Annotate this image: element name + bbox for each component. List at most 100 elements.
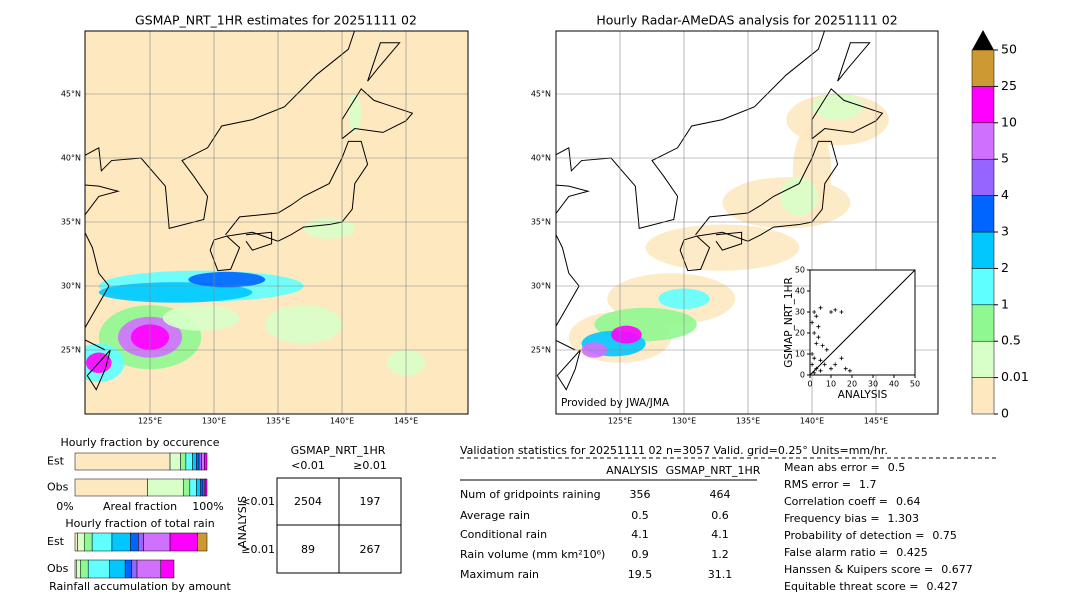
y-tick-label: 30	[795, 308, 805, 317]
coastline	[837, 42, 871, 82]
colorbar-box	[971, 195, 995, 233]
ct-cell: 267	[360, 543, 381, 556]
stat-value: 1.303	[888, 512, 920, 525]
val-row-name: Maximum rain	[460, 568, 539, 581]
rain-area	[812, 94, 864, 120]
ct-row: <0.01	[241, 495, 275, 508]
x-tick-label: 30	[868, 380, 878, 389]
colorbar-label: 25	[1001, 78, 1017, 93]
fraction-segment	[138, 532, 144, 552]
right-map-title: Hourly Radar-AMeDAS analysis for 2025111…	[596, 13, 897, 28]
colorbar-box	[971, 86, 995, 124]
y-tick-label: 10	[795, 350, 805, 359]
rain-area	[265, 305, 342, 344]
lat-label: 35°N	[61, 218, 81, 227]
point	[818, 368, 823, 373]
rain-area	[780, 177, 819, 216]
row-label: Est	[47, 455, 65, 468]
point	[816, 324, 821, 329]
y-tick-label: 50	[795, 266, 805, 275]
point	[839, 310, 844, 314]
val-cell: 1.2	[711, 548, 729, 561]
row-label: Est	[47, 535, 65, 548]
point	[814, 341, 819, 346]
fraction-segment	[160, 559, 175, 579]
fraction-segment	[87, 559, 110, 579]
x-tick-label: 50	[910, 380, 920, 389]
coastline	[341, 88, 414, 140]
stat-value: 0.75	[932, 529, 957, 542]
lat-label: 40°N	[61, 154, 81, 163]
colorbar-label: 50	[1001, 42, 1017, 57]
point	[814, 314, 819, 319]
lon-label: 135°E	[266, 417, 290, 426]
point	[810, 352, 815, 356]
colorbar-box	[971, 268, 995, 306]
stat: Equitable threat score = 0.427	[784, 580, 958, 593]
lat-label: 35°N	[531, 218, 551, 227]
colorbar-label: 4	[1001, 187, 1009, 202]
fraction-segment	[80, 559, 89, 579]
point	[824, 347, 829, 352]
total-title: Hourly fraction of total rain	[65, 517, 214, 530]
colorbar-extend	[972, 30, 994, 50]
colorbar-box	[971, 377, 995, 415]
fraction-segment	[196, 452, 200, 471]
ct-cell: 2504	[294, 495, 322, 508]
colorbar-box	[971, 49, 995, 87]
x-tick-label: 10	[826, 380, 836, 389]
stat-label: Frequency bias =	[784, 512, 880, 525]
lon-label: 140°E	[330, 417, 354, 426]
point	[814, 366, 819, 371]
coastline	[86, 349, 111, 391]
colorbar-label: 0	[1001, 406, 1009, 421]
lon-label: 130°E	[202, 417, 226, 426]
ct-row: ≥0.01	[241, 543, 275, 556]
point	[833, 307, 838, 312]
credit: Provided by JWA/JMA	[561, 397, 670, 409]
fraction-segment	[76, 559, 81, 579]
lat-label: 25°N	[61, 346, 81, 355]
rain-area	[162, 305, 240, 331]
stat: Hanssen & Kuipers score = 0.677	[784, 563, 973, 576]
fraction-segment	[74, 478, 148, 497]
stat-value: 0.427	[926, 580, 958, 593]
stat-value: 0.64	[896, 495, 921, 508]
ct-row-title: ANALYSIS	[236, 496, 249, 548]
lat-label: 30°N	[531, 282, 551, 291]
colorbar-box	[971, 231, 995, 269]
point	[820, 343, 825, 348]
fraction-segment	[200, 478, 204, 497]
lon-label: 125°E	[608, 417, 632, 426]
val-col: ANALYSIS	[606, 464, 658, 477]
lat-label: 45°N	[531, 90, 551, 99]
rain-area	[188, 271, 266, 288]
stat-label: False alarm ratio =	[784, 546, 888, 559]
point	[833, 362, 838, 367]
stat-label: Equitable threat score =	[784, 580, 918, 593]
fraction-segment	[124, 559, 133, 579]
colorbar-label: 3	[1001, 224, 1009, 239]
val-cell: 356	[630, 488, 651, 501]
left-map-title: GSMAP_NRT_1HR estimates for 20251111 02	[135, 13, 417, 28]
coastline	[209, 235, 241, 272]
val-cell: 4.1	[631, 528, 649, 541]
stat-label: RMS error =	[784, 478, 851, 491]
colorbar-label: 1	[1001, 296, 1009, 311]
fraction-segment	[204, 452, 208, 471]
y-axis-label: GSMAP_NRT_1HR	[783, 277, 795, 368]
coastline	[225, 140, 369, 242]
point	[847, 368, 852, 373]
coastline	[245, 231, 273, 251]
stat: RMS error = 1.7	[784, 478, 876, 491]
coastline	[715, 231, 743, 251]
diagonal	[809, 269, 916, 376]
val-header: Validation statistics for 20251111 02 n=…	[460, 444, 888, 457]
row-label: Obs	[47, 481, 69, 494]
lon-label: 125°E	[138, 417, 162, 426]
colorbar-box	[971, 304, 995, 342]
fraction-segment	[189, 478, 197, 497]
point	[839, 356, 844, 361]
y-tick-label: 20	[795, 329, 805, 338]
